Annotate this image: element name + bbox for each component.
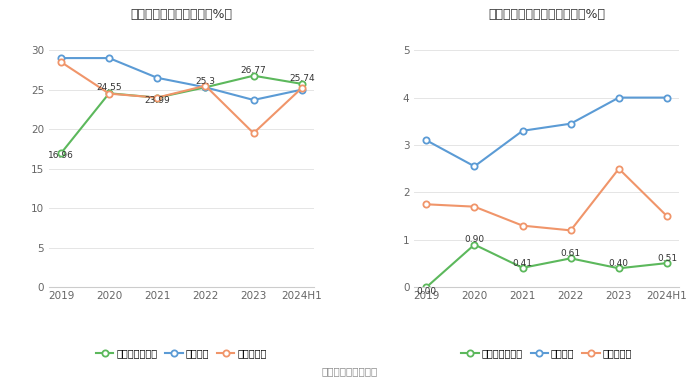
Text: 26.77: 26.77 (241, 66, 267, 74)
Text: 数据来源：恒生聚源: 数据来源：恒生聚源 (322, 366, 378, 376)
Legend: 有息资产负债率, 行业均值, 行业中位数: 有息资产负债率, 行业均值, 行业中位数 (457, 344, 636, 362)
Text: 0.90: 0.90 (464, 235, 484, 245)
Text: 23.99: 23.99 (144, 96, 170, 105)
Text: 0.00: 0.00 (416, 287, 436, 296)
Text: 16.96: 16.96 (48, 151, 74, 160)
Text: 0.40: 0.40 (609, 259, 629, 268)
Title: 近年来有息资产负债率情况（%）: 近年来有息资产负债率情况（%） (488, 8, 605, 21)
Text: 25.74: 25.74 (289, 74, 314, 83)
Text: 0.61: 0.61 (561, 249, 581, 258)
Text: 0.41: 0.41 (512, 259, 533, 268)
Title: 近年来资产负债率情况（%）: 近年来资产负债率情况（%） (130, 8, 232, 21)
Text: 24.55: 24.55 (97, 83, 122, 92)
Text: 0.51: 0.51 (657, 254, 677, 263)
Text: 25.3: 25.3 (195, 77, 216, 86)
Legend: 公司资产负债率, 行业均值, 行业中位数: 公司资产负债率, 行业均值, 行业中位数 (92, 344, 271, 362)
